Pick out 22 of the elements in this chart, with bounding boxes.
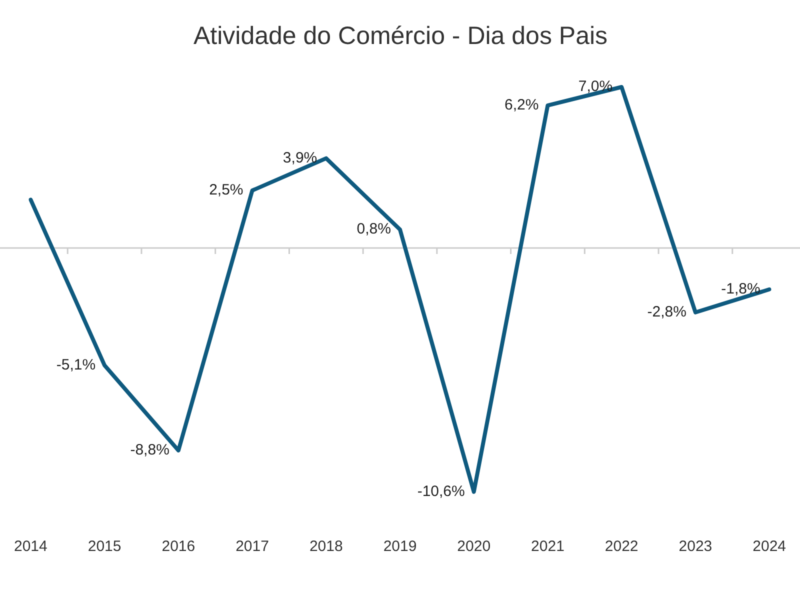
x-tick-label: 2018 [309,538,343,556]
chart-title: Atividade do Comércio - Dia dos Pais [193,22,608,50]
data-label: -5,1% [56,356,96,374]
data-label: 7,0% [578,78,613,96]
x-tick-label: 2016 [162,538,196,556]
x-tick-label: 2019 [383,538,417,556]
x-tick-label: 2015 [88,538,122,556]
x-tick-label: 2020 [457,538,491,556]
x-tick-label: 2023 [678,538,712,556]
data-label: -2,8% [647,304,686,321]
x-tick-label: 2024 [752,538,786,556]
x-tick-label: 2014 [14,538,48,556]
data-label: -8,8% [130,442,170,459]
data-label: 2,5% [209,182,244,199]
x-tick-label: 2017 [236,538,269,556]
data-label: 3,9% [282,149,318,166]
data-label: -1,8% [721,280,760,298]
x-tick-label: 2021 [531,538,564,556]
data-label: -10,6% [417,482,465,500]
data-label: 6,2% [504,96,539,114]
data-label: 0,8% [356,220,391,238]
x-tick-label: 2022 [604,538,638,556]
